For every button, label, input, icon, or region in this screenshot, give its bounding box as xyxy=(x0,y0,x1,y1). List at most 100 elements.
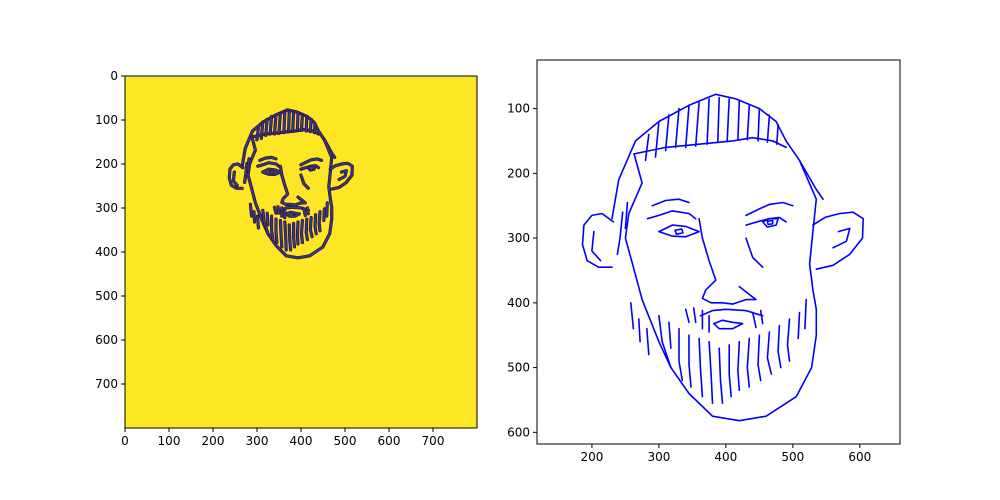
drawing-stroke xyxy=(269,115,273,135)
series-line-segment xyxy=(786,318,791,362)
series-line-segment xyxy=(658,224,700,238)
drawing-stroke xyxy=(287,110,291,133)
drawing-stroke xyxy=(313,122,316,134)
plot-x-axis: 200 300 400 500 600 xyxy=(580,444,871,464)
drawing-stroke xyxy=(273,206,277,215)
series-line-segment xyxy=(766,331,773,375)
drawing-stroke xyxy=(296,111,299,132)
series-line-segment xyxy=(658,315,672,369)
series-line-segment xyxy=(777,324,782,369)
x-tick-label: 400 xyxy=(290,434,313,448)
drawing-stroke xyxy=(268,170,275,175)
series-line-segment xyxy=(745,201,794,217)
series-line-segment xyxy=(746,337,751,388)
drawing-stroke xyxy=(275,218,278,244)
drawing-stroke xyxy=(266,212,269,226)
x-tick-label: 300 xyxy=(246,434,269,448)
drawing-stroke xyxy=(309,166,314,170)
y-tick-label: 200 xyxy=(95,157,118,171)
series-line-segment xyxy=(717,96,720,143)
series-line-segment xyxy=(694,101,700,147)
series-line-segment xyxy=(804,298,807,330)
drawing-stroke xyxy=(338,169,348,181)
series-line-segment xyxy=(708,340,714,404)
series-line-segment xyxy=(684,104,690,149)
series-line-segment xyxy=(699,308,764,317)
series-line-segment xyxy=(692,307,697,324)
series-line-segment xyxy=(776,124,779,145)
series-line-segment xyxy=(761,217,779,228)
drawing-stroke xyxy=(303,207,307,217)
x-tick-label: 200 xyxy=(580,450,603,464)
x-tick-label: 600 xyxy=(848,450,871,464)
y-tick-label: 400 xyxy=(95,245,118,259)
drawing-stroke xyxy=(277,205,280,215)
image-x-axis: 0 100 200 300 400 500 600 700 xyxy=(121,428,444,448)
drawing-stroke xyxy=(296,221,299,245)
drawing-stroke xyxy=(255,127,260,141)
series-line-segment xyxy=(751,311,757,329)
series-line-segment xyxy=(713,319,744,330)
drawing-stroke xyxy=(256,215,260,229)
series-line-segment xyxy=(728,344,732,398)
series-line-segment xyxy=(688,334,692,388)
x-tick-label: 500 xyxy=(334,434,357,448)
plot-y-axis: 100 200 300 400 500 600 xyxy=(507,102,537,439)
drawing-stroke xyxy=(325,202,329,217)
x-tick-label: 700 xyxy=(422,434,445,448)
x-tick-label: 500 xyxy=(781,450,804,464)
series-line-segment xyxy=(832,227,851,249)
series-line-segment xyxy=(684,308,690,324)
drawing-stroke xyxy=(306,207,310,215)
drawing-stroke xyxy=(247,136,333,259)
y-tick-label: 600 xyxy=(95,333,118,347)
series-line-segment xyxy=(651,198,690,207)
drawing-stroke xyxy=(309,216,313,238)
y-tick-label: 100 xyxy=(507,102,530,116)
series-line-segment xyxy=(654,120,660,158)
series-line-segment xyxy=(624,153,818,422)
drawing-stroke xyxy=(300,158,323,166)
drawing-stroke xyxy=(314,213,318,235)
series-line-segment xyxy=(746,104,751,141)
series-line-segment xyxy=(646,210,697,220)
drawing-stroke xyxy=(322,207,326,222)
drawing-stroke xyxy=(264,118,269,137)
image-panel: 0 100 200 300 400 500 600 700 0 100 200 300 400 500 6… xyxy=(95,69,478,448)
drawing-stroke xyxy=(309,118,313,133)
series-line-segment xyxy=(616,211,624,256)
x-tick-label: 0 xyxy=(121,434,129,448)
series-line-segment xyxy=(591,230,602,262)
drawing-stroke xyxy=(279,165,307,206)
drawing-stroke xyxy=(318,210,321,232)
drawing-stroke xyxy=(279,219,283,248)
series-line-segment xyxy=(812,211,864,270)
face-line-drawing xyxy=(227,108,354,260)
series-line-segment xyxy=(646,327,650,356)
drawing-stroke xyxy=(247,158,250,172)
y-tick-label: 300 xyxy=(95,201,118,215)
y-tick-label: 100 xyxy=(95,113,118,127)
series-line-segment xyxy=(737,100,741,141)
drawing-stroke xyxy=(270,215,274,241)
drawing-stroke xyxy=(288,224,292,251)
drawing-stroke xyxy=(300,219,304,244)
series-line-segment xyxy=(624,201,629,230)
x-tick-label: 100 xyxy=(158,434,181,448)
drawing-stroke xyxy=(256,161,280,168)
series-line-segment xyxy=(766,219,774,226)
drawing-stroke xyxy=(300,114,304,132)
y-tick-label: 200 xyxy=(507,166,530,180)
series-line-segment xyxy=(698,217,757,305)
series-line-segment xyxy=(698,337,704,398)
series-line-segment xyxy=(581,212,615,268)
image-background xyxy=(125,76,477,428)
series-line-segment xyxy=(797,311,801,340)
series-line-segment xyxy=(757,334,762,382)
x-tick-label: 600 xyxy=(378,434,401,448)
drawing-stroke xyxy=(258,156,277,162)
series-line-segment xyxy=(737,340,741,392)
y-tick-label: 600 xyxy=(507,425,530,439)
drawing-stroke xyxy=(305,115,308,132)
series-line-segment xyxy=(674,107,680,149)
